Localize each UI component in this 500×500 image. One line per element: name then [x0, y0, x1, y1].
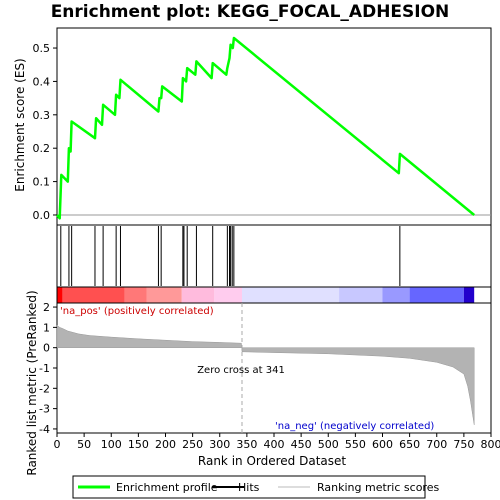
x-tick-label: 200	[155, 438, 176, 451]
gradient-segment	[382, 287, 410, 303]
x-tick-label: 300	[209, 438, 230, 451]
es-tick-label: 0.1	[33, 176, 51, 189]
x-tick-label: 50	[77, 438, 91, 451]
gradient-segment	[146, 287, 182, 303]
y-axis-label-es: Enrichment score (ES)	[13, 58, 27, 191]
gradient-segment	[214, 287, 242, 303]
x-tick-label: 750	[453, 438, 474, 451]
chart-title: Enrichment plot: KEGG_FOCAL_ADHESION	[51, 2, 450, 22]
legend-box	[72, 475, 426, 499]
x-tick-label: 500	[318, 438, 339, 451]
es-tick-label: 0.5	[33, 42, 51, 55]
metric-panel: 2 1 0 -1 -2 -3 -4 Zero cross at 341 'na_pos' (po…	[39, 301, 500, 451]
gradient-segment	[463, 287, 475, 303]
metric-tick-label: 2	[43, 301, 50, 314]
x-tick-label: 450	[291, 438, 312, 451]
es-tick-label: 0.0	[33, 209, 51, 222]
legend-label: Ranking metric scores	[317, 481, 439, 494]
legend-label: Enrichment profile	[116, 481, 218, 494]
metric-tick-label: -2	[39, 382, 50, 395]
es-tick-label: 0.3	[33, 109, 51, 122]
legend: Enrichment profile Hits Ranking metric sco…	[72, 475, 439, 499]
x-tick-label: 600	[372, 438, 393, 451]
x-tick-label: 400	[264, 438, 285, 451]
x-tick-label: 650	[399, 438, 420, 451]
gradient-segment	[409, 287, 464, 303]
x-tick-label: 350	[236, 438, 257, 451]
zero-cross-label: Zero cross at 341	[197, 365, 285, 376]
es-panel: 0.0 0.1 0.2 0.3 0.4 0.5	[33, 27, 492, 226]
es-plot-frame	[56, 27, 492, 226]
es-tick-label: 0.4	[33, 75, 51, 88]
ranking-metric-area	[56, 324, 475, 425]
y-axis-label-metric: Ranked list metric (PreRanked)	[25, 290, 39, 475]
gradient-segment	[339, 287, 383, 303]
gradient-segment	[62, 287, 125, 303]
gradient-segment	[181, 287, 215, 303]
x-tick-label: 250	[182, 438, 203, 451]
metric-frame	[56, 302, 492, 434]
legend-label: Hits	[238, 481, 260, 494]
gradient-segment	[241, 287, 340, 303]
x-tick-label: 700	[426, 438, 447, 451]
positive-correlation-label: 'na_pos' (positively correlated)	[60, 306, 214, 317]
negative-correlation-label: 'na_neg' (negatively correlated)	[275, 421, 434, 432]
hits-panel	[56, 224, 492, 288]
x-tick-label: 100	[101, 438, 122, 451]
x-tick-label: 550	[345, 438, 366, 451]
gradient-segment	[57, 287, 63, 303]
enrichment-profile-line	[56, 36, 475, 220]
hits-frame	[56, 224, 492, 288]
es-tick-label: 0.2	[33, 142, 51, 155]
gradient-segment	[124, 287, 147, 303]
x-tick-label: 0	[54, 438, 61, 451]
metric-tick-label: -3	[39, 403, 50, 416]
ranking-gradient-bar	[56, 286, 492, 304]
metric-tick-label: -1	[39, 362, 50, 375]
metric-tick-label: 0	[43, 342, 50, 355]
metric-tick-label: 1	[43, 321, 50, 334]
x-axis-label: Rank in Ordered Dataset	[198, 454, 346, 468]
metric-tick-label: -4	[39, 423, 50, 436]
x-tick-label: 150	[128, 438, 149, 451]
x-tick-label: 800	[481, 438, 500, 451]
